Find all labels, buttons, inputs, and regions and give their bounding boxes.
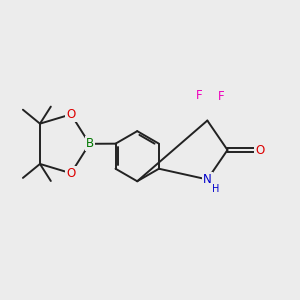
Text: O: O — [66, 108, 76, 121]
Text: O: O — [66, 167, 76, 180]
Text: H: H — [212, 184, 219, 194]
Text: O: O — [255, 143, 265, 157]
Text: B: B — [85, 137, 94, 150]
Text: F: F — [218, 90, 225, 103]
Text: N: N — [203, 173, 212, 186]
Text: F: F — [196, 89, 203, 102]
